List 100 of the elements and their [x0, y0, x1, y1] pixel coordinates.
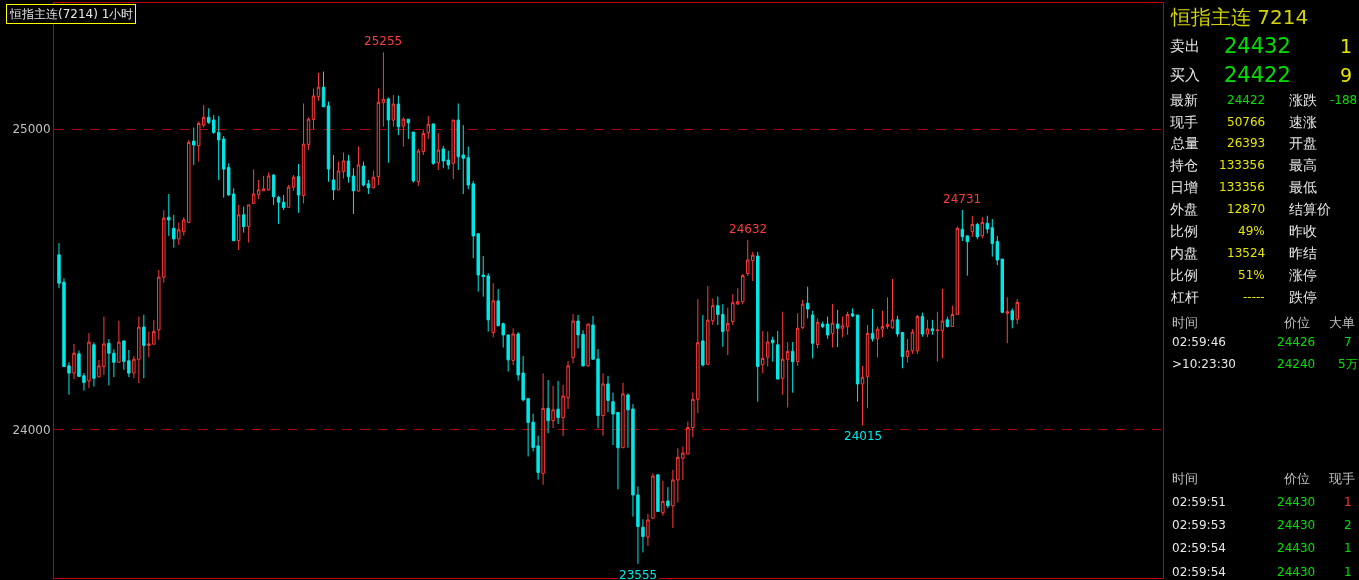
candlestick	[895, 315, 900, 338]
candlestick	[401, 116, 406, 148]
candlestick	[885, 296, 890, 330]
text: 现手	[1170, 114, 1198, 130]
candlestick	[945, 316, 950, 329]
candlestick	[431, 122, 436, 166]
candlestick	[805, 286, 810, 319]
text: 最高	[1289, 157, 1317, 173]
text: 02:59:54	[1172, 565, 1226, 579]
text: 133356	[1219, 180, 1265, 194]
text: 跌停	[1289, 289, 1317, 305]
candlestick	[815, 317, 820, 349]
candlestick	[511, 327, 515, 366]
candlestick	[361, 161, 366, 188]
candlestick	[411, 131, 416, 184]
annotation: 24731	[943, 192, 982, 206]
text: 涨停	[1289, 267, 1317, 283]
candlestick	[386, 96, 391, 164]
candlestick	[950, 305, 955, 327]
candlestick	[870, 308, 875, 342]
candlestick	[1005, 296, 1009, 344]
candlestick	[790, 341, 795, 394]
candlestick	[167, 193, 171, 237]
candlestick	[306, 116, 311, 151]
text: 49%	[1238, 224, 1265, 238]
text: 50766	[1227, 115, 1266, 129]
candlestick	[311, 87, 316, 130]
candlestick	[875, 325, 880, 358]
text: 总量	[1170, 135, 1199, 151]
candlestick	[491, 282, 495, 338]
text: 7	[1344, 335, 1352, 349]
text: 9	[1340, 64, 1353, 86]
text: 价位	[1283, 315, 1310, 330]
text: 日增	[1170, 179, 1198, 195]
text: 时间	[1172, 471, 1198, 486]
candlestick	[276, 195, 281, 225]
y-tick-label: 24000	[12, 423, 51, 438]
text: 13524	[1227, 246, 1266, 260]
candlestick	[87, 332, 91, 389]
candlestick	[726, 307, 730, 356]
text: 昨收	[1289, 223, 1317, 239]
text: 1	[1344, 541, 1352, 555]
candlestick	[820, 321, 825, 329]
text: 5万	[1338, 357, 1358, 371]
candlestick	[830, 303, 835, 349]
candlestick	[1015, 298, 1019, 325]
text: 24240	[1277, 357, 1316, 371]
candlestick	[920, 312, 925, 338]
candlestick	[840, 316, 845, 338]
candlestick	[900, 331, 905, 369]
text: 133356	[1219, 158, 1265, 172]
text: 24430	[1277, 518, 1316, 532]
text: 02:59:51	[1172, 495, 1226, 509]
text: 买入	[1170, 66, 1200, 84]
candlestick	[701, 314, 705, 367]
text: 杠杆	[1170, 289, 1199, 305]
candlestick	[192, 127, 196, 166]
annotation: 25255	[364, 34, 403, 48]
text: 12870	[1227, 202, 1266, 216]
text: 02:59:46	[1172, 335, 1226, 349]
candlestick	[391, 94, 396, 128]
text: 昨结	[1289, 245, 1317, 261]
candlestick	[606, 375, 610, 413]
text: 开盘	[1289, 135, 1317, 151]
candlestick	[586, 323, 590, 367]
candlestick	[925, 319, 930, 338]
text: 24430	[1277, 541, 1316, 555]
text: 24432	[1224, 34, 1291, 58]
candlestick	[935, 311, 940, 363]
text: -188	[1330, 93, 1358, 107]
candlestick	[541, 372, 545, 486]
candlestick	[436, 132, 441, 171]
candlestick	[601, 372, 605, 437]
text: 恒指主连 7214	[1170, 5, 1309, 29]
text: -----	[1243, 290, 1265, 304]
candlestick	[451, 119, 455, 180]
text: 速涨	[1289, 114, 1317, 130]
candlestick	[236, 204, 241, 251]
text: 02:59:53	[1172, 518, 1226, 532]
candlestick	[271, 173, 276, 206]
candlestick	[775, 330, 780, 380]
candlestick	[366, 179, 371, 195]
candlestick	[321, 71, 326, 108]
candlestick	[880, 310, 885, 338]
text: 最新	[1170, 92, 1198, 108]
candlestick	[441, 145, 446, 169]
text: 24426	[1277, 335, 1316, 349]
candlestick	[761, 330, 765, 374]
candlestick	[301, 103, 306, 204]
text: 涨跌	[1289, 92, 1317, 108]
candlestick	[646, 513, 650, 547]
text: 51%	[1238, 268, 1265, 282]
candlestick	[1010, 307, 1014, 329]
candlestick	[810, 310, 815, 359]
candlestick	[795, 312, 800, 367]
candlestick	[661, 480, 665, 517]
candlestick	[930, 319, 935, 336]
candlestick	[571, 313, 575, 364]
candlestick	[756, 251, 760, 403]
candlestick	[546, 379, 550, 434]
